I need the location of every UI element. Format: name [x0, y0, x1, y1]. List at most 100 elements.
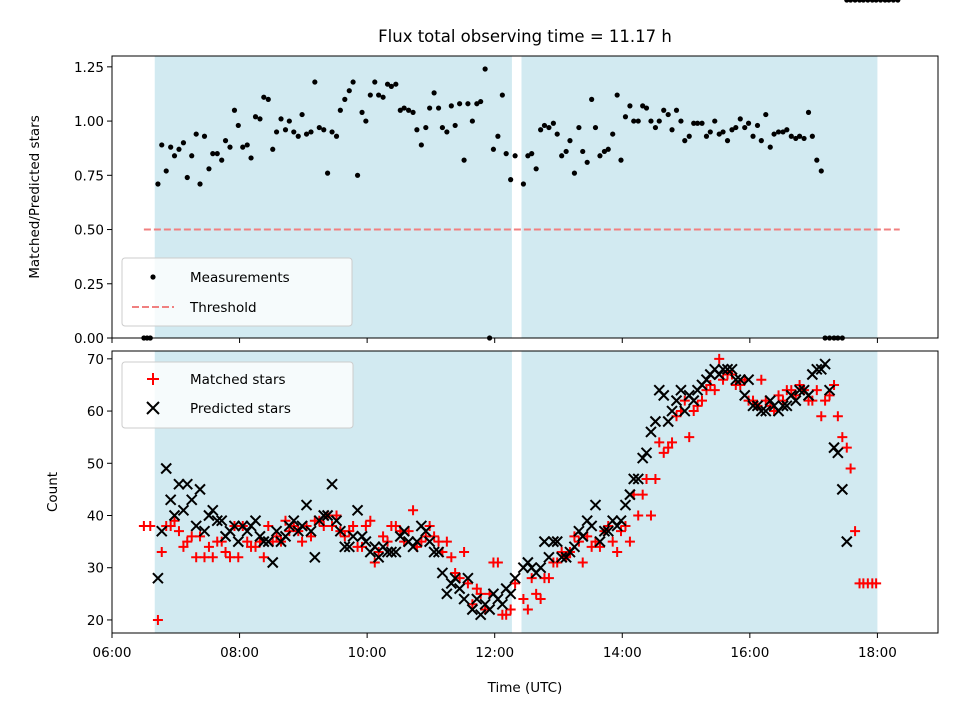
predicted-star-point — [577, 530, 589, 543]
predicted-star-point — [602, 525, 614, 537]
measurement-point — [299, 111, 305, 118]
matched-star-point — [641, 473, 652, 484]
measurement-point — [610, 131, 616, 137]
x-tick-label: 16:00 — [730, 645, 769, 661]
predicted-star-point — [398, 525, 410, 537]
predicted-star-point — [428, 546, 440, 558]
matched-star-point — [306, 531, 317, 542]
measurement-point — [631, 118, 637, 124]
predicted-star-point — [300, 499, 313, 511]
predicted-star-point — [619, 499, 632, 511]
predicted-star-point — [330, 515, 343, 527]
legend-measurements-marker — [150, 274, 156, 280]
predicted-star-point — [177, 504, 190, 516]
predicted-star-point — [305, 525, 317, 537]
predicted-star-point — [168, 509, 181, 522]
matched-star-point — [837, 432, 848, 443]
predicted-star-point — [211, 515, 223, 527]
measurement-point — [678, 118, 684, 124]
measurement-point — [865, 0, 871, 3]
measurement-point — [201, 133, 208, 139]
legend-measurements-label: Measurements — [190, 270, 290, 286]
predicted-star-point — [658, 389, 670, 402]
measurement-point — [640, 103, 646, 109]
predicted-star-point — [339, 541, 351, 553]
predicted-star-point — [555, 551, 568, 563]
predicted-star-point — [249, 515, 262, 527]
predicted-star-point — [568, 541, 581, 553]
bottom-predicted-points — [153, 359, 853, 621]
matched-star-point — [531, 588, 542, 599]
predicted-star-point — [509, 572, 521, 584]
measurement-point — [384, 81, 391, 87]
top-y-axis: 0.00 0.25 0.50 0.75 1.00 1.25 — [74, 60, 112, 347]
measurement-point — [512, 153, 518, 159]
predicted-star-point — [160, 462, 172, 475]
predicted-star-point — [173, 478, 185, 490]
measurement-point — [235, 122, 241, 129]
matched-star-point — [543, 573, 554, 584]
predicted-star-point — [156, 525, 168, 537]
measurement-point — [882, 0, 888, 3]
x-tick-label: 14:00 — [603, 645, 642, 661]
measurement-point — [618, 157, 624, 163]
top-shaded-spans — [154, 56, 878, 338]
measurement-point — [563, 148, 569, 155]
shaded-span-1 — [521, 56, 878, 338]
predicted-star-point — [360, 535, 372, 548]
measurement-point — [796, 133, 803, 139]
predicted-star-point — [420, 525, 432, 537]
measurement-point — [729, 127, 735, 133]
matched-star-point — [684, 432, 695, 443]
top-y-tick-label: 0.75 — [74, 168, 104, 184]
measurement-point — [809, 133, 815, 139]
measurement-point — [652, 124, 659, 131]
measurement-point — [559, 153, 565, 159]
measurement-point — [763, 111, 769, 118]
measurement-point — [771, 131, 777, 137]
measurement-point — [844, 0, 850, 3]
matched-star-point — [654, 437, 665, 448]
measurement-point — [656, 118, 662, 124]
measurement-point — [342, 96, 348, 102]
predicted-star-point — [232, 535, 244, 548]
matched-star-point — [811, 385, 822, 396]
measurement-point — [716, 131, 722, 137]
measurement-point — [312, 79, 318, 85]
measurement-point — [461, 157, 467, 163]
predicted-star-point — [483, 603, 496, 616]
measurement-point — [222, 138, 229, 144]
measurement-point — [520, 181, 527, 187]
matched-star-point — [408, 505, 419, 516]
predicted-star-point — [589, 499, 602, 511]
measurement-point — [427, 105, 433, 111]
predicted-star-point — [823, 384, 836, 396]
measurement-point — [576, 124, 582, 131]
top-legend-box — [121, 257, 353, 327]
measurement-point — [754, 122, 761, 129]
measurement-point — [635, 118, 641, 124]
predicted-star-point — [318, 509, 330, 522]
measurement-point — [248, 155, 254, 161]
predicted-star-point — [343, 541, 355, 553]
measurement-point — [324, 170, 331, 176]
matched-star-point — [492, 557, 503, 568]
measurement-point — [682, 138, 688, 144]
measurement-point — [775, 129, 782, 135]
x-tick-label: 06:00 — [93, 645, 132, 661]
predicted-star-point — [270, 525, 283, 537]
measurement-point — [219, 157, 225, 163]
matched-star-point — [441, 536, 452, 547]
top-y-tick-label: 0.00 — [74, 331, 104, 347]
top-y-tick-label: 0.50 — [74, 223, 104, 239]
measurement-point — [780, 129, 786, 135]
predicted-star-point — [369, 541, 381, 553]
measurement-point — [193, 131, 199, 137]
predicted-star-point — [228, 520, 241, 532]
measurement-point — [877, 0, 884, 3]
measurement-point — [431, 90, 437, 96]
matched-star-point — [220, 547, 231, 558]
predicted-star-point — [534, 562, 547, 574]
predicted-star-point — [334, 525, 347, 537]
matched-star-point — [365, 515, 376, 526]
